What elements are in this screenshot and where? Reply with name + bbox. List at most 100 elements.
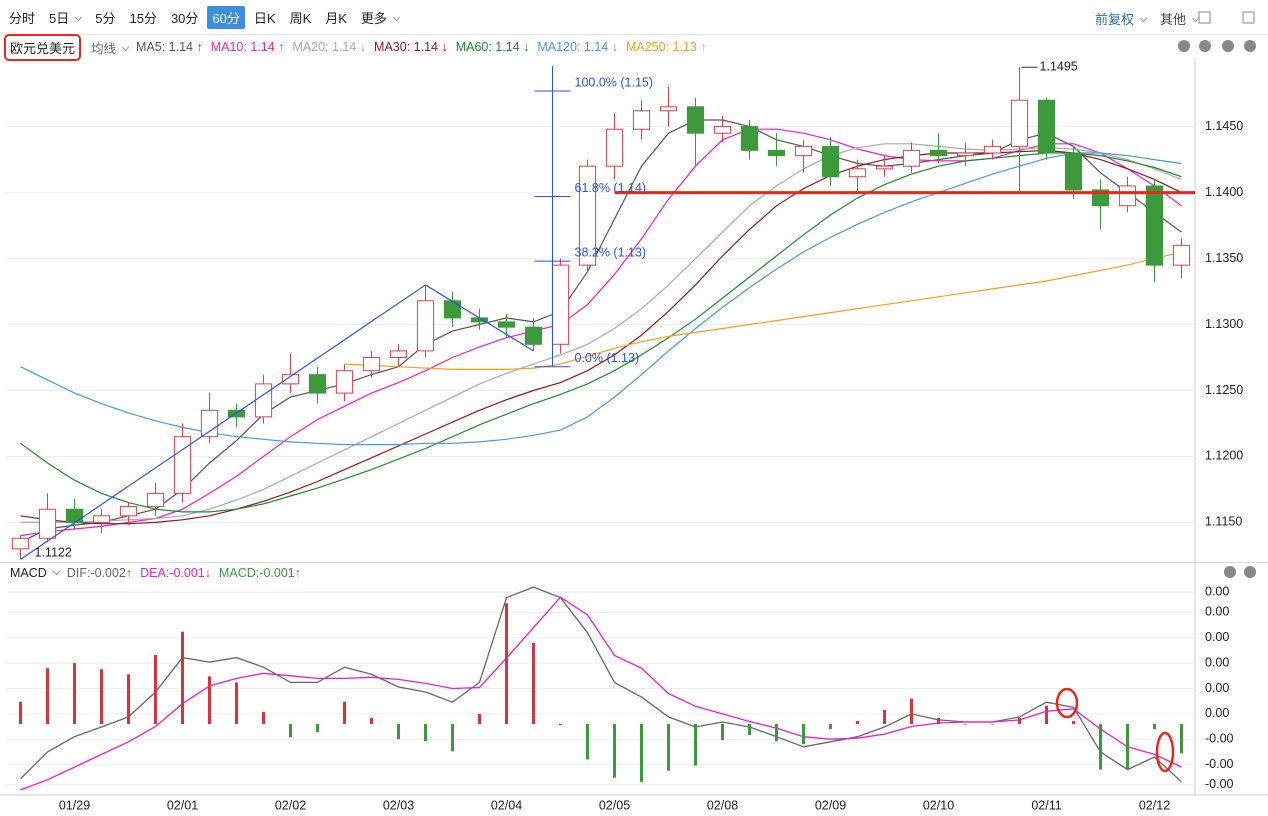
y-tick-label: 1.1350: [1205, 251, 1243, 265]
legend-row: 欧元兑美元 均线 MA5: 1.14 ↑ MA10: 1.14 ↑ MA20: 1.…: [0, 33, 1268, 61]
x-tick-label: 02/08: [707, 798, 738, 812]
macd-bar: [73, 663, 76, 724]
macd-bar: [559, 724, 562, 726]
candle-body: [848, 168, 867, 178]
macd-bar: [1180, 724, 1183, 754]
macd-bar: [937, 717, 940, 724]
macd-bar: [181, 631, 184, 724]
candle-body: [794, 145, 813, 157]
candle-body: [524, 326, 543, 345]
x-tick-label: 02/05: [599, 798, 630, 812]
candle-body: [254, 383, 273, 418]
toolbar-option[interactable]: 其他: [1160, 12, 1198, 27]
tab[interactable]: 周K: [289, 11, 312, 26]
y-tick-label: 0.00: [1205, 605, 1229, 619]
candle-body: [767, 149, 786, 157]
macd-bar: [613, 724, 616, 778]
legend-entry: DEA:-0.001↓: [140, 566, 211, 580]
ma-selector[interactable]: 均线: [91, 38, 128, 57]
tab[interactable]: 5分: [95, 11, 116, 26]
legend-entry: DIF:-0.002↑: [66, 566, 133, 580]
candle-body: [65, 508, 84, 523]
candle-body: [92, 515, 111, 523]
candle-body: [686, 106, 705, 134]
macd-bar: [208, 676, 211, 724]
tab[interactable]: 日K: [253, 11, 276, 26]
macd-bar: [883, 709, 886, 724]
candle-body: [902, 149, 921, 167]
tab[interactable]: 15分: [129, 11, 157, 26]
icon[interactable]: [1242, 11, 1255, 24]
macd-bar: [100, 669, 103, 724]
macd-bar: [397, 724, 400, 740]
tab[interactable]: 30分: [170, 11, 199, 26]
icon[interactable]: [1199, 40, 1211, 52]
tab[interactable]: 分时: [9, 11, 36, 26]
icon[interactable]: [1222, 40, 1234, 52]
candle-body: [11, 537, 30, 550]
macd-bar: [532, 642, 535, 724]
fib-label: 0.0% (1.13): [575, 351, 640, 365]
macd-title[interactable]: MACD: [10, 566, 59, 580]
macd-bar: [1099, 724, 1102, 770]
candle-body: [1145, 185, 1164, 266]
y-tick-label: 1.1250: [1205, 383, 1243, 397]
candle-body: [740, 126, 759, 151]
candle-body: [578, 165, 597, 266]
line: [20, 596, 1182, 791]
x-tick-label: 02/12: [1139, 798, 1170, 812]
max-label: 1.1495: [1040, 60, 1078, 74]
x-tick-label: 02/02: [275, 798, 306, 812]
macd-bar: [1153, 724, 1156, 730]
x-tick-label: 02/11: [1031, 798, 1061, 812]
macd-bar: [694, 724, 697, 766]
candle-body: [713, 126, 732, 134]
y-tick-label: -0.00: [1205, 777, 1234, 791]
line: [20, 152, 1182, 446]
x-tick-label: 02/04: [491, 798, 522, 812]
y-tick-label: 1.1400: [1205, 185, 1243, 199]
symbol[interactable]: 欧元兑美元: [4, 33, 82, 61]
macd-bar: [586, 724, 589, 760]
macd-bar: [46, 668, 49, 724]
candle-body: [929, 149, 948, 157]
legend-entry: MA60: 1.14 ↓: [455, 40, 530, 54]
macd-bar: [478, 713, 481, 724]
macd-bar: [667, 724, 670, 771]
candle-body: [281, 374, 300, 385]
macd-bar: [127, 674, 130, 724]
legend-entry: MA120: 1.14 ↓: [537, 40, 618, 54]
toolbar: 分时 5日 5分 15分 30分 60分 日K 周K 月K 更多: [0, 0, 1268, 35]
icon[interactable]: [1244, 566, 1256, 578]
toolbar-right: 前复权 其他: [1081, 9, 1198, 28]
candle-body: [443, 300, 462, 319]
macd-bar: [235, 682, 238, 724]
tab[interactable]: 60分: [207, 6, 245, 29]
candle-body: [956, 152, 975, 157]
y-tick-label: 1.1300: [1205, 317, 1243, 331]
tab[interactable]: 月K: [325, 11, 347, 26]
candle-body: [1010, 99, 1029, 147]
icon[interactable]: [1178, 40, 1190, 52]
y-tick-label: -0.00: [1205, 757, 1234, 771]
candle-body: [200, 409, 219, 438]
icon[interactable]: [1244, 40, 1256, 52]
macd-bar: [343, 701, 346, 724]
candle-body: [1037, 99, 1056, 154]
y-tick-label: 1.1150: [1205, 515, 1242, 529]
macd-bar: [262, 711, 265, 724]
macd-bar: [910, 698, 913, 724]
y-tick-label: 1.1200: [1205, 449, 1243, 463]
tab[interactable]: 5日: [44, 6, 86, 29]
trend-line: [20, 284, 534, 560]
x-tick-label: 02/03: [383, 798, 414, 812]
icon[interactable]: [1198, 11, 1211, 24]
macd-legend-row: MACD DIF:-0.002↑ DEA:-0.001↓ MACD:-0.001↑: [0, 562, 1268, 583]
candle-body: [38, 508, 57, 539]
macd-bar: [289, 724, 292, 738]
macd-bar: [316, 724, 319, 733]
tab[interactable]: 更多: [356, 6, 404, 29]
highlight-ellipse: [1155, 731, 1175, 773]
toolbar-option[interactable]: 前复权: [1095, 12, 1146, 27]
icon[interactable]: [1224, 566, 1236, 578]
